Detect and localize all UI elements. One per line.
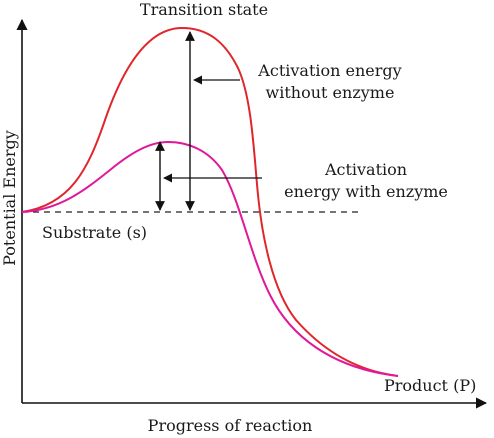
activation-without-label-line2: without enzyme — [266, 83, 395, 102]
curve-with-enzyme — [21, 140, 399, 377]
activation-with-label-line1: Activation — [324, 160, 407, 179]
x-axis-label: Progress of reaction — [148, 416, 313, 435]
activation-with-label-line2: energy with enzyme — [284, 182, 448, 201]
curve-without-enzyme — [21, 26, 399, 377]
y-axis-label: Potential Energy — [0, 130, 19, 266]
substrate-label: Substrate (s) — [42, 223, 147, 242]
activation-without-label-line1: Activation energy — [257, 61, 401, 80]
product-label: Product (P) — [384, 376, 476, 395]
transition-state-label: Transition state — [140, 0, 268, 19]
